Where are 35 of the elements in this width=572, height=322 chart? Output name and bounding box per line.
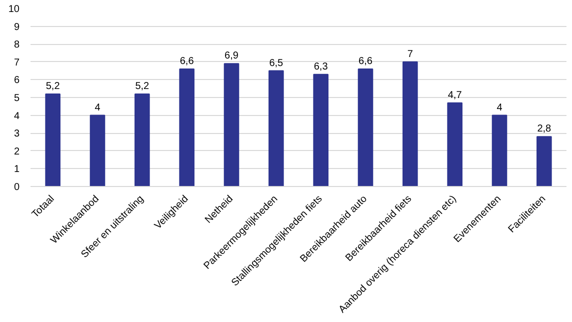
y-tick-label: 5: [14, 93, 20, 104]
y-tick-label: 4: [14, 110, 20, 122]
data-label: 7: [407, 48, 414, 60]
y-tick-label: 3: [14, 128, 20, 140]
bar: [447, 102, 462, 186]
data-label: 4,7: [448, 90, 462, 101]
bar: [134, 93, 150, 186]
y-tick-label: 7: [14, 57, 20, 68]
data-label: 4: [496, 102, 503, 114]
bar: [313, 74, 328, 186]
y-tick-label: 1: [14, 164, 20, 176]
y-tick-label: 8: [14, 40, 20, 51]
bar: [224, 63, 240, 186]
bar: [268, 70, 284, 186]
data-label: 5,2: [46, 80, 60, 92]
data-label: 6,3: [314, 61, 328, 72]
data-label: 6,6: [180, 56, 194, 68]
bar: [492, 114, 508, 186]
data-label: 5,2: [135, 80, 150, 92]
data-label: 6,6: [358, 56, 373, 68]
y-tick-label: 6: [14, 75, 20, 86]
y-tick-label: 2: [14, 146, 20, 158]
data-label: 4: [94, 102, 101, 114]
bar: [90, 114, 106, 186]
bar: [536, 136, 552, 186]
bar: [358, 68, 374, 186]
y-tick-label: 9: [14, 22, 20, 33]
data-label: 2,8: [537, 124, 552, 135]
data-label: 6,9: [224, 50, 239, 62]
data-label: 6,5: [269, 58, 284, 69]
bar: [45, 93, 60, 186]
bar: [402, 61, 418, 186]
bar: [179, 68, 194, 186]
y-tick-label: 0: [14, 182, 20, 193]
y-tick-label: 10: [8, 4, 20, 15]
